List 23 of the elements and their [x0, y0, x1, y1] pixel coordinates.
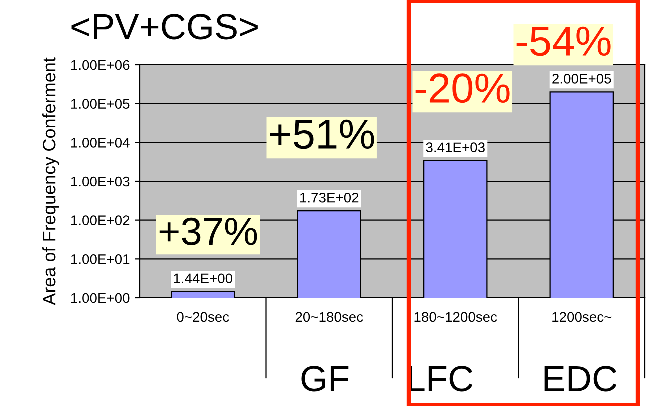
- data-label: 2.00E+05: [552, 74, 612, 84]
- x-tick-label: 0~20sec: [177, 312, 230, 322]
- y-tick-label: 1.00E+06: [71, 60, 130, 70]
- y-tick-label: 1.00E+00: [71, 293, 130, 304]
- y-tick-label: 1.00E+02: [71, 216, 130, 226]
- text: -54%: [516, 26, 611, 56]
- data-label: 1.44E+00: [174, 274, 233, 284]
- y-tick-label: 1.00E+01: [71, 254, 130, 264]
- text: EDC: [544, 366, 617, 392]
- y-axis-title: Area of Frequency Conferment: [42, 58, 60, 306]
- text: GF: [302, 366, 349, 392]
- x-tick-label: 1200sec~: [552, 312, 612, 322]
- y-tick-label: 1.00E+04: [71, 138, 130, 148]
- annotation: +37%: [160, 218, 258, 246]
- annotation: -20%: [416, 74, 510, 104]
- x-tick-label: 20~180sec: [296, 312, 364, 322]
- data-label: 3.41E+03: [426, 142, 485, 153]
- data-label: 1.73E+02: [300, 192, 359, 203]
- chart-title: <PV+CGS>: [72, 14, 258, 40]
- y-tick-label: 1.00E+03: [71, 176, 130, 187]
- annotation: +51%: [270, 120, 374, 150]
- x-tick-label: 180~1200sec: [414, 312, 498, 322]
- y-tick-label: 1.00E+05: [71, 99, 130, 110]
